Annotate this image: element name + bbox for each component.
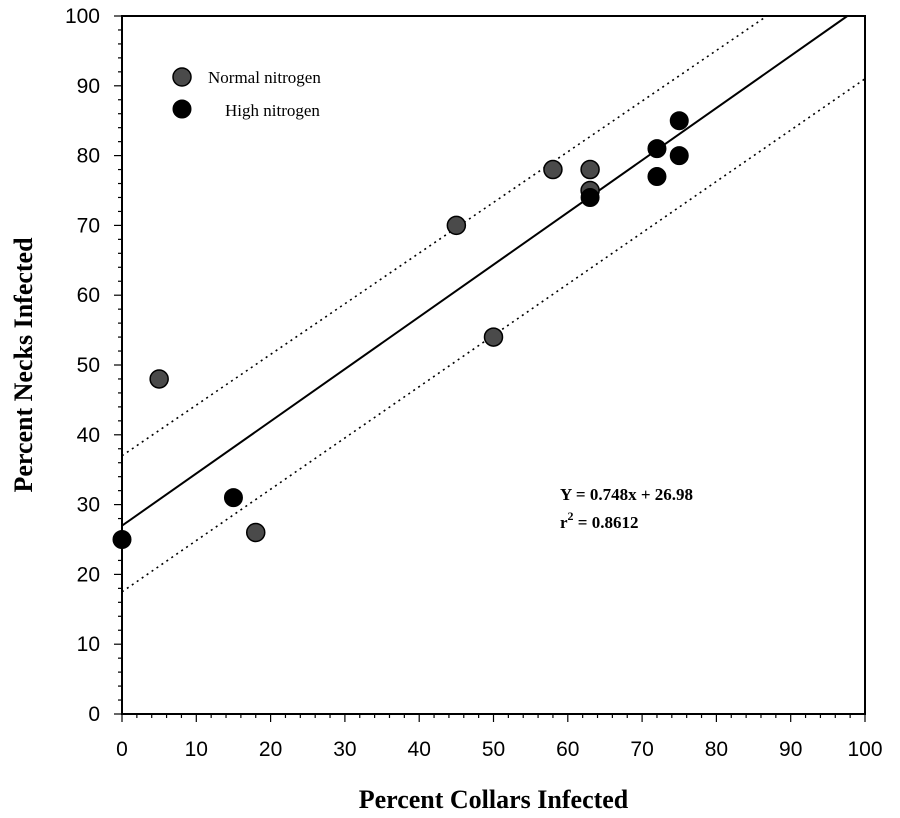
y-tick-label: 10 (77, 633, 100, 656)
y-tick-label: 30 (77, 494, 100, 517)
y-tick-label: 100 (65, 5, 100, 28)
y-tick-label: 20 (77, 563, 100, 586)
x-tick-label: 60 (556, 738, 579, 761)
x-tick-label: 30 (333, 738, 356, 761)
axis-ticks (114, 15, 866, 722)
x-tick-label: 0 (116, 738, 128, 761)
regression-line (121, 15, 848, 527)
x-tick-label: 20 (259, 738, 282, 761)
point-normal-nitrogen (446, 215, 467, 236)
point-high-nitrogen (647, 167, 667, 187)
y-tick-label: 70 (77, 214, 100, 237)
x-tick-label: 50 (482, 738, 505, 761)
point-normal-nitrogen (483, 327, 504, 347)
point-high-nitrogen (580, 187, 600, 207)
y-tick-label: 60 (77, 284, 100, 307)
x-tick-labels: 0 10 20 30 40 50 60 70 80 90 100 (116, 738, 882, 761)
legend-label-high-nitrogen: High nitrogen (225, 101, 320, 120)
x-tick-label: 40 (408, 738, 431, 761)
y-tick-label: 0 (88, 703, 100, 726)
point-normal-nitrogen (543, 159, 563, 180)
point-normal-nitrogen (245, 522, 266, 543)
regression-equation: Y = 0.748x + 26.98 (560, 485, 693, 504)
y-tick-labels: 0 10 20 30 40 50 60 70 80 90 100 (65, 5, 100, 726)
regression-line-group (121, 15, 848, 527)
r-squared-value: r2 = 0.8612 (560, 509, 638, 532)
y-tick-label: 90 (77, 75, 100, 98)
r-squared-rest: = 0.8612 (574, 513, 639, 532)
x-axis-title: Percent Collars Infected (359, 785, 629, 814)
point-high-nitrogen (669, 146, 689, 166)
y-tick-label: 40 (77, 424, 100, 447)
x-tick-label: 10 (185, 738, 208, 761)
point-high-nitrogen (647, 139, 667, 159)
y-axis-title: Percent Necks Infected (9, 237, 38, 493)
y-tick-label: 80 (77, 145, 100, 168)
x-tick-label: 90 (779, 738, 802, 761)
r-squared-base: r (560, 513, 568, 532)
r-squared-superscript: 2 (568, 509, 574, 523)
legend-label-normal-nitrogen: Normal nitrogen (208, 68, 321, 87)
legend: Normal nitrogen High nitrogen (172, 67, 321, 120)
x-tick-label: 100 (847, 738, 882, 761)
data-points (112, 111, 689, 549)
point-normal-nitrogen (149, 369, 169, 389)
point-high-nitrogen (223, 488, 243, 508)
x-tick-label: 70 (630, 738, 653, 761)
y-tick-label: 50 (77, 354, 100, 377)
legend-marker-normal-nitrogen (172, 67, 192, 87)
point-normal-nitrogen (580, 159, 600, 180)
legend-marker-high-nitrogen (172, 99, 192, 119)
plot-frame (121, 15, 866, 715)
point-high-nitrogen (669, 111, 689, 131)
upper-confidence-band (121, 15, 768, 457)
regression-annotation: Y = 0.748x + 26.98 r2 = 0.8612 (560, 485, 693, 532)
x-tick-label: 80 (705, 738, 728, 761)
